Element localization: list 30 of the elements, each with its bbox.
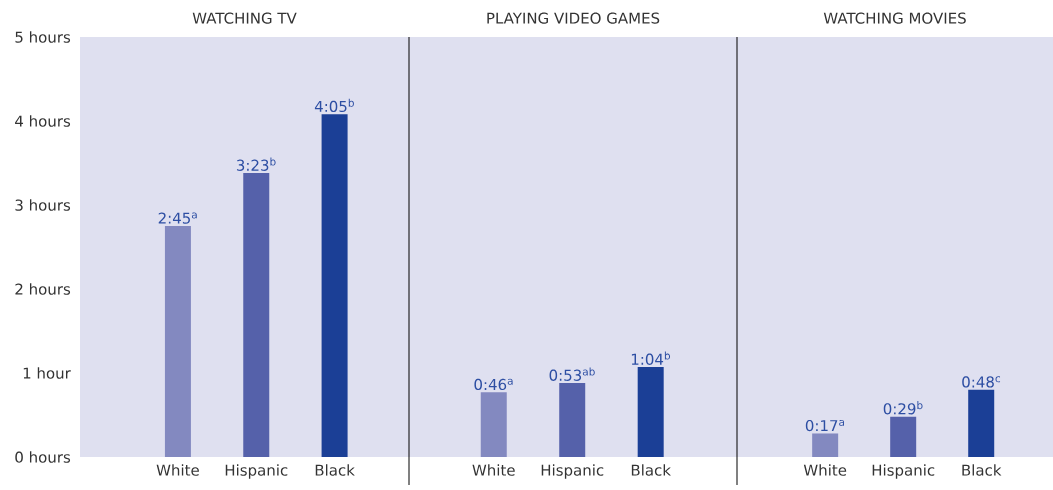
data-label: 2:45$^{a}$ xyxy=(158,212,197,224)
bar xyxy=(164,226,191,457)
bar xyxy=(321,114,348,457)
y-tick-label: 2 hours xyxy=(15,283,71,295)
x-tick-label: Hispanic xyxy=(541,464,604,479)
y-tick-label: 4 hours xyxy=(15,115,71,127)
chart-title: WATCHING MOVIES xyxy=(823,12,966,24)
data-label: 0:48$^{c}$ xyxy=(962,376,1001,388)
x-tick-label: White xyxy=(803,464,847,476)
x-tick-label: White xyxy=(156,464,199,476)
x-tick-label: White xyxy=(472,464,515,476)
x-tick-label: Hispanic xyxy=(872,464,935,479)
data-label: 0:46$^{a}$ xyxy=(474,378,513,391)
data-label: 3:23$^{b}$ xyxy=(236,157,276,171)
y-tick-label: 0 hours xyxy=(15,451,71,463)
data-label: 1:04$^{b}$ xyxy=(631,351,671,365)
chart-title: WATCHING TV xyxy=(192,12,297,24)
x-tick-label: Black xyxy=(315,464,355,476)
data-label: 0:29$^{b}$ xyxy=(883,401,923,415)
y-tick-label: 3 hours xyxy=(15,199,71,211)
bar xyxy=(243,173,270,457)
data-label: 4:05$^{b}$ xyxy=(314,98,354,113)
x-tick-label: Black xyxy=(962,464,1002,476)
y-tick-label: 5 hours xyxy=(15,31,71,43)
data-label: 0:17$^{a}$ xyxy=(805,419,845,432)
x-tick-label: Black xyxy=(631,464,671,476)
data-label: 0:53$^{ab}$ xyxy=(549,367,595,381)
chart-title: PLAYING VIDEO GAMES xyxy=(487,12,660,24)
x-tick-label: Hispanic xyxy=(225,464,288,479)
y-tick-label: 1 hour xyxy=(23,367,71,379)
